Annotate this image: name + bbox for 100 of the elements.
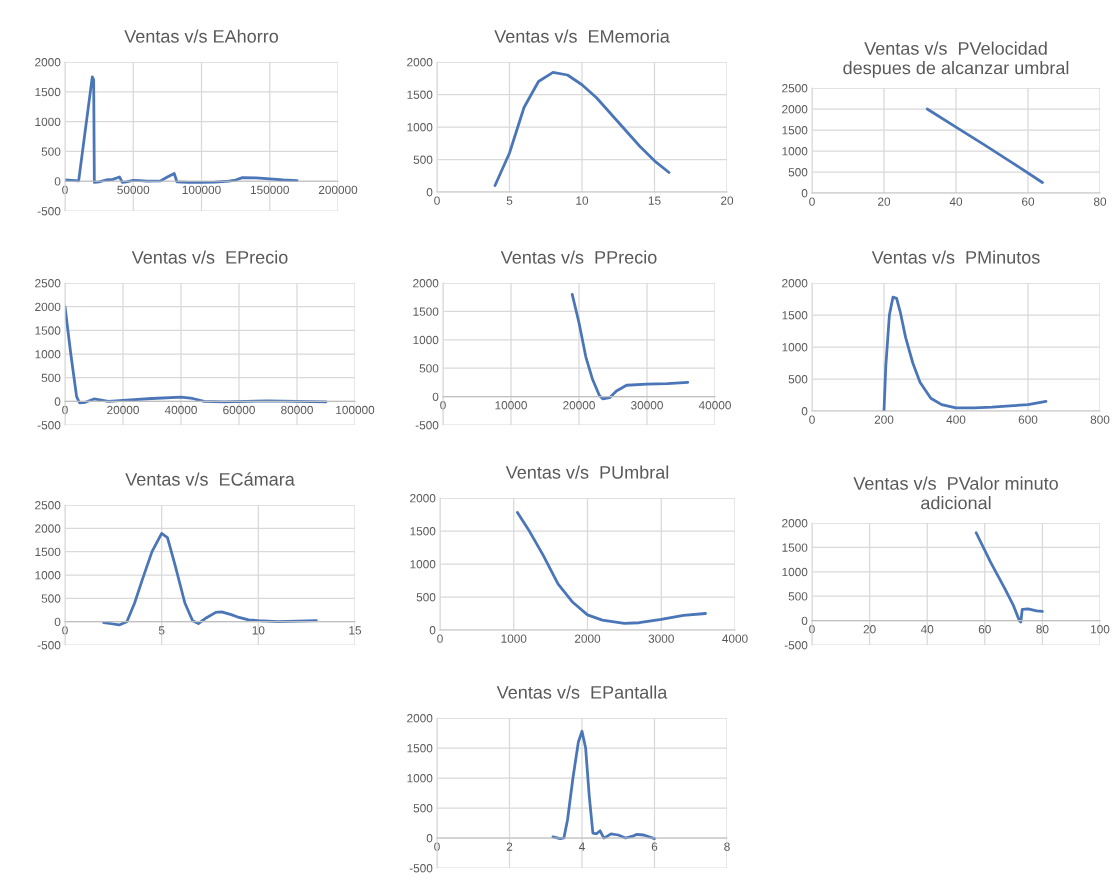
y-tick-label: 1000 [35,571,61,580]
chart-title: Ventas v/s ECámara [125,472,295,486]
x-tick-label: 20 [863,625,876,634]
y-tick-label: 2000 [410,494,436,503]
y-tick-label: 1500 [35,326,61,335]
x-tick-label: 4 [578,842,585,851]
y-tick-label: 1000 [413,335,439,345]
line-series [882,295,1048,411]
y-tick-label: 1500 [35,547,61,557]
y-tick-label: 2000 [35,58,61,67]
y-tick-label: 500 [416,593,436,602]
y-tick-label: 2000 [782,105,808,114]
y-tick-label: 500 [41,373,61,383]
x-tick-label: 60 [1022,197,1035,206]
x-tick-label: 10 [252,626,265,635]
chart-title: Ventas v/s EPantalla [496,685,668,699]
y-tick-label: 500 [41,594,61,603]
chart-title: Ventas v/s PPrecio [500,250,657,264]
x-tick-label: 40000 [698,401,731,410]
x-tick-label: 30000 [631,401,663,410]
y-tick-label: 500 [41,147,61,156]
x-tick-label: 0 [809,625,815,634]
x-tick-label: 0 [440,401,446,410]
x-tick-label: 60000 [223,405,255,415]
x-tick-label: 60 [978,625,991,634]
y-tick-label: 1500 [407,744,433,753]
x-tick-label: 10000 [495,401,527,410]
x-tick-label: 0 [62,185,68,195]
x-tick-label: 200000 [318,185,358,195]
y-tick-label: 1000 [782,567,808,577]
x-tick-label: 15 [648,196,661,205]
x-tick-label: 10 [576,196,589,205]
y-tick-label: 500 [419,364,439,373]
y-tick-label: 1500 [410,527,436,536]
x-tick-label: 600 [1018,415,1038,424]
x-tick-label: 100000 [336,405,375,415]
y-tick-label: 500 [413,155,433,164]
y-tick-label: 0 [54,617,61,627]
y-tick-label: 0 [426,834,433,843]
x-tick-label: 80 [1093,197,1107,206]
x-tick-label: 100 [1091,625,1110,634]
y-tick-label: 2000 [413,279,439,288]
y-tick-label: 500 [788,375,808,384]
y-tick-label: -500 [37,641,61,650]
y-tick-label: 500 [413,804,433,813]
y-tick-label: 1000 [35,350,61,359]
y-tick-label: 1500 [782,543,808,552]
x-tick-label: 8 [724,842,730,851]
x-tick-label: 200 [874,415,894,424]
y-tick-label: 500 [788,168,808,177]
y-tick-label: 1000 [782,147,808,156]
x-tick-label: 20 [721,196,734,205]
y-tick-label: 2000 [407,58,433,67]
x-tick-label: 4000 [722,634,748,643]
y-tick-label: 1000 [407,123,433,132]
x-tick-label: 6 [651,842,658,851]
x-tick-label: 2000 [574,634,601,643]
x-tick-label: 80 [1036,625,1049,634]
x-tick-label: 3000 [648,634,674,643]
x-tick-label: 15 [349,626,362,635]
chart-title: Ventas v/s PValor minuto adicional [853,476,1058,510]
y-tick-label: 500 [788,592,808,601]
y-tick-label: 0 [801,616,808,625]
x-tick-label: 400 [946,415,966,424]
line-series [925,107,1044,184]
line-series [102,532,318,627]
y-tick-label: -500 [415,421,439,430]
y-tick-label: 1500 [782,126,808,135]
chart-title: Ventas v/s EMemoria [494,29,670,43]
x-tick-label: 150000 [250,185,289,195]
line-series [551,729,656,840]
x-tick-label: 50000 [117,185,150,195]
y-tick-label: 1500 [413,307,439,316]
y-tick-label: 1500 [407,90,433,99]
chart-title: Ventas v/s EPrecio [131,250,288,264]
y-tick-label: 2500 [782,84,808,93]
y-tick-label: 2500 [35,501,61,510]
y-tick-label: 1000 [782,343,808,352]
x-tick-label: 20000 [563,401,595,410]
y-tick-label: -500 [409,864,433,873]
chart-title: Ventas v/s PMinutos [871,250,1040,264]
x-tick-label: 0 [809,197,815,206]
x-tick-label: 0 [62,405,68,415]
y-tick-label: 1000 [407,774,433,783]
line-series [65,305,328,405]
y-tick-label: 0 [432,392,439,401]
chart-title: Ventas v/s PVelocidad despues de alcanzar umbral [843,41,1069,78]
x-tick-label: 20 [878,197,891,206]
chart-title: Ventas v/s EAhorro [124,29,279,43]
y-tick-label: 1500 [35,87,61,97]
y-tick-label: 2000 [782,519,808,528]
x-tick-label: 100000 [182,185,221,195]
line-series [493,71,671,187]
y-tick-label: 1500 [782,311,808,320]
x-tick-label: 1000 [501,634,527,643]
y-tick-label: 2000 [35,302,61,312]
x-tick-label: 0 [62,626,68,635]
x-tick-label: 2 [506,842,513,851]
y-tick-label: 2000 [407,714,433,723]
line-series [516,511,707,625]
